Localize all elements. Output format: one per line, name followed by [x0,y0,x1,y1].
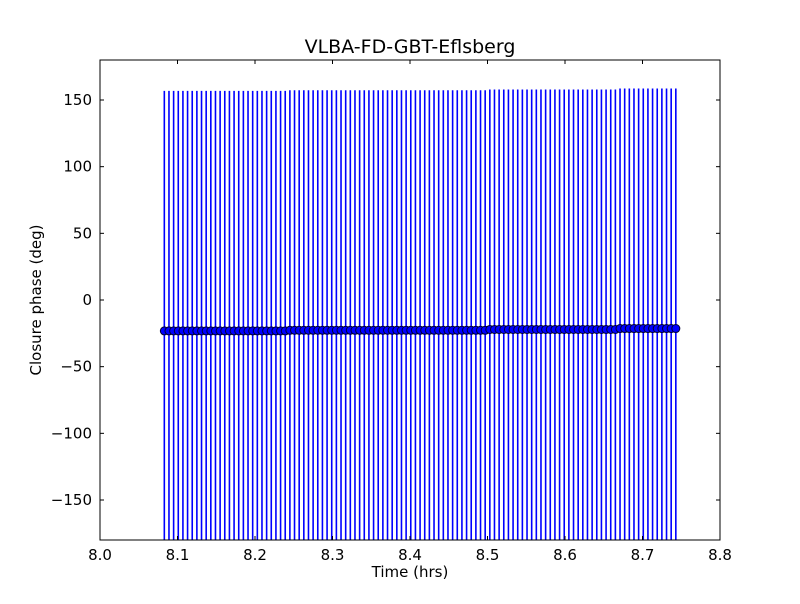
x-tick-label: 8.2 [243,546,267,564]
x-tick-label: 8.1 [166,546,190,564]
x-tick-label: 8.6 [553,546,577,564]
x-tick-label: 8.5 [476,546,500,564]
y-tick-label: 0 [82,291,92,309]
x-tick-label: 8.7 [631,546,655,564]
y-axis-label: Closure phase (deg) [27,225,45,376]
data-points [159,324,681,336]
y-axis: 150 100 50 0 −50 −100 −150 [51,91,720,509]
x-tick-label: 8.8 [708,546,732,564]
x-tick-label: 8.4 [398,546,422,564]
y-tick-label: −50 [60,358,92,376]
x-axis: 8.0 8.1 8.2 8.3 8.4 8.5 8.6 8.7 8.8 [88,60,732,564]
y-tick-label: 100 [63,158,92,176]
x-tick-label: 8.3 [321,546,345,564]
y-tick-label: 150 [63,91,92,109]
data-point [671,324,681,334]
x-axis-label: Time (hrs) [371,563,449,581]
chart-title: VLBA-FD-GBT-Eflsberg [305,36,516,58]
y-tick-label: −100 [51,424,92,442]
y-tick-label: 50 [73,224,92,242]
y-tick-label: −150 [51,491,92,509]
x-tick-label: 8.0 [88,546,112,564]
